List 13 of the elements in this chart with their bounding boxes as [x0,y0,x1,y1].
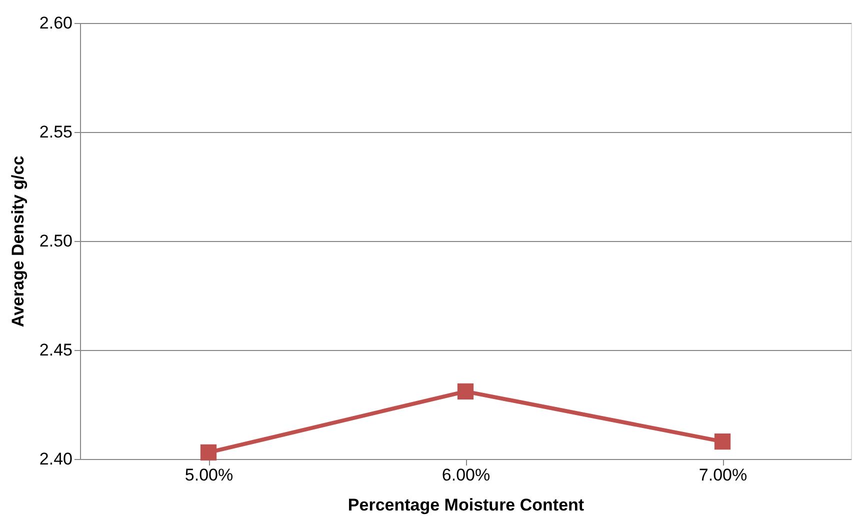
y-tick-label: 2.60 [39,14,72,32]
y-tick-label: 2.40 [39,450,72,468]
x-tick-label: 6.00% [442,466,490,484]
point [714,434,731,450]
y-tick-label: 2.50 [39,232,72,250]
point [457,383,474,400]
point [200,444,217,461]
x-tick-label: 5.00% [184,466,234,484]
y-axis-title: Average Density g/cc [8,156,28,328]
x-tick-label: 7.00% [698,466,748,484]
y-tick-label: 2.55 [39,122,72,142]
x-axis-title: Percentage Moisture Content [348,496,584,514]
y-tick-label: 2.45 [39,340,72,360]
